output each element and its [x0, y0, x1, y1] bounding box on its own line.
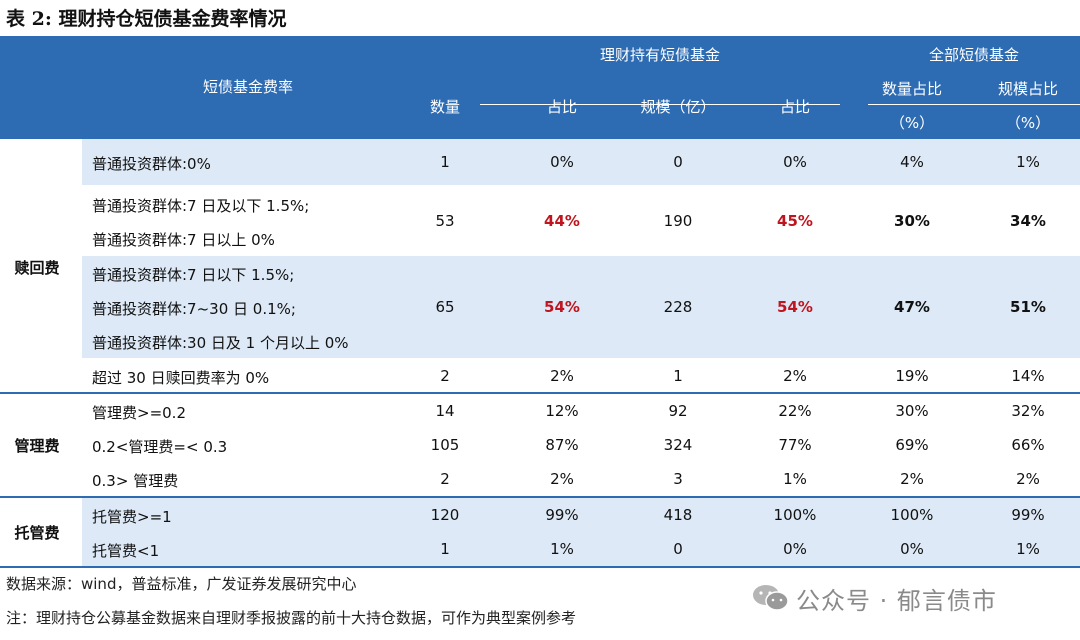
header-rule-wealth: [480, 104, 840, 105]
cell-scale-ratio: 100%: [773, 506, 817, 524]
header-group-all: 全部短债基金: [928, 46, 1019, 64]
source-note: 数据来源：wind，普益标准，广发证券发展研究中心: [6, 575, 357, 593]
header-scale-share: 规模占比: [997, 80, 1058, 98]
header-scale-ratio: 占比: [779, 98, 810, 116]
cell-scale: 0: [673, 153, 683, 171]
cell-scale-ratio: 54%: [777, 298, 813, 316]
cell-all-scale-ratio: 34%: [1010, 212, 1046, 230]
cell-scale: 1: [673, 367, 683, 385]
row-label: 0.3> 管理费: [92, 472, 179, 490]
cell-all-scale-ratio: 2%: [1016, 470, 1040, 488]
cell-all-scale-ratio: 32%: [1011, 402, 1045, 420]
cell-count: 1: [440, 153, 450, 171]
row-label: 普通投资群体:30 日及 1 个月以上 0%: [92, 334, 349, 352]
table-title: 表 2: 理财持仓短债基金费率情况: [6, 8, 287, 30]
cell-scale-ratio: 0%: [783, 540, 807, 558]
cell-all-count-ratio: 0%: [900, 540, 924, 558]
cell-scale-ratio: 1%: [783, 470, 807, 488]
row-label: 普通投资群体:7~30 日 0.1%;: [92, 300, 296, 318]
cell-all-count-ratio: 30%: [895, 402, 929, 420]
cell-all-scale-ratio: 66%: [1011, 436, 1045, 454]
row-label: 超过 30 日赎回费率为 0%: [92, 369, 270, 387]
cell-scale: 0: [673, 540, 683, 558]
category-redeem: 赎回费: [14, 259, 60, 277]
cell-scale: 228: [663, 298, 693, 316]
cell-count: 1: [440, 540, 450, 558]
cell-all-scale-ratio: 99%: [1011, 506, 1045, 524]
wechat-icon: [752, 583, 790, 613]
row-band: [82, 256, 1080, 358]
section-rule: [0, 392, 1080, 394]
row-label: 0.2<管理费=< 0.3: [92, 438, 228, 456]
cell-scale-ratio: 2%: [783, 367, 807, 385]
cell-all-count-ratio: 69%: [895, 436, 929, 454]
cell-scale: 3: [673, 470, 683, 488]
cell-scale: 324: [663, 436, 693, 454]
header-rule-all: [868, 104, 1080, 105]
header-count-ratio: 数量占比: [881, 80, 942, 98]
cell-scale-ratio: 45%: [777, 212, 813, 230]
cell-count: 53: [435, 212, 455, 230]
row-label: 托管费>=1: [92, 508, 172, 526]
row-label: 托管费<1: [92, 542, 160, 560]
cell-all-count-ratio: 19%: [895, 367, 929, 385]
cell-ratio: 1%: [550, 540, 574, 558]
cell-all-scale-ratio: 1%: [1016, 540, 1040, 558]
header-group-wealth: 理财持有短债基金: [599, 46, 720, 64]
footnote: 注：理财持仓公募基金数据来自理财季报披露的前十大持仓数据，可作为典型案例参考: [6, 609, 577, 627]
cell-all-scale-ratio: 1%: [1016, 153, 1040, 171]
cell-all-scale-ratio: 14%: [1011, 367, 1045, 385]
cell-ratio: 0%: [550, 153, 574, 171]
row-label: 普通投资群体:7 日以上 0%: [92, 231, 275, 249]
section-rule: [0, 496, 1080, 498]
header-scale-share-unit: （%）: [1005, 114, 1051, 132]
header-scale: 规模（亿）: [640, 98, 716, 116]
cell-scale: 92: [668, 402, 688, 420]
row-band: [82, 139, 1080, 185]
table-bottom-rule: [0, 566, 1080, 568]
header-count-ratio-unit: （%）: [889, 114, 935, 132]
header-fee-rate: 短债基金费率: [202, 78, 293, 96]
category-custody: 托管费: [14, 524, 60, 542]
row-label: 普通投资群体:7 日及以下 1.5%;: [92, 197, 310, 215]
cell-ratio: 87%: [545, 436, 579, 454]
cell-all-count-ratio: 4%: [900, 153, 924, 171]
cell-all-scale-ratio: 51%: [1010, 298, 1046, 316]
cell-ratio: 99%: [545, 506, 579, 524]
cell-all-count-ratio: 30%: [894, 212, 930, 230]
cell-scale-ratio: 0%: [783, 153, 807, 171]
row-band: [82, 498, 1080, 566]
row-label: 普通投资群体:0%: [92, 155, 211, 173]
cell-all-count-ratio: 100%: [890, 506, 934, 524]
category-management: 管理费: [14, 437, 60, 455]
cell-all-count-ratio: 2%: [900, 470, 924, 488]
watermark-text: 公众号 · 郁言债市: [796, 586, 997, 615]
cell-count: 2: [440, 470, 450, 488]
cell-count: 2: [440, 367, 450, 385]
cell-all-count-ratio: 47%: [894, 298, 930, 316]
cell-scale-ratio: 77%: [778, 436, 812, 454]
cell-scale-ratio: 22%: [778, 402, 812, 420]
header-count: 数量: [429, 98, 460, 116]
cell-count: 105: [430, 436, 460, 454]
header-ratio: 占比: [546, 98, 577, 116]
cell-ratio: 2%: [550, 470, 574, 488]
cell-count: 65: [435, 298, 455, 316]
cell-ratio: 2%: [550, 367, 574, 385]
cell-count: 120: [430, 506, 460, 524]
cell-ratio: 54%: [544, 298, 580, 316]
table-header: 短债基金费率 理财持有短债基金 全部短债基金 数量 占比 规模（亿） 占比 数量…: [0, 36, 1080, 139]
cell-count: 14: [435, 402, 455, 420]
row-label: 管理费>=0.2: [92, 404, 186, 422]
cell-ratio: 44%: [544, 212, 580, 230]
row-label: 普通投资群体:7 日以下 1.5%;: [92, 266, 295, 284]
watermark: 公众号 · 郁言债市: [752, 578, 997, 618]
cell-scale: 418: [663, 506, 693, 524]
cell-scale: 190: [663, 212, 693, 230]
cell-ratio: 12%: [545, 402, 579, 420]
